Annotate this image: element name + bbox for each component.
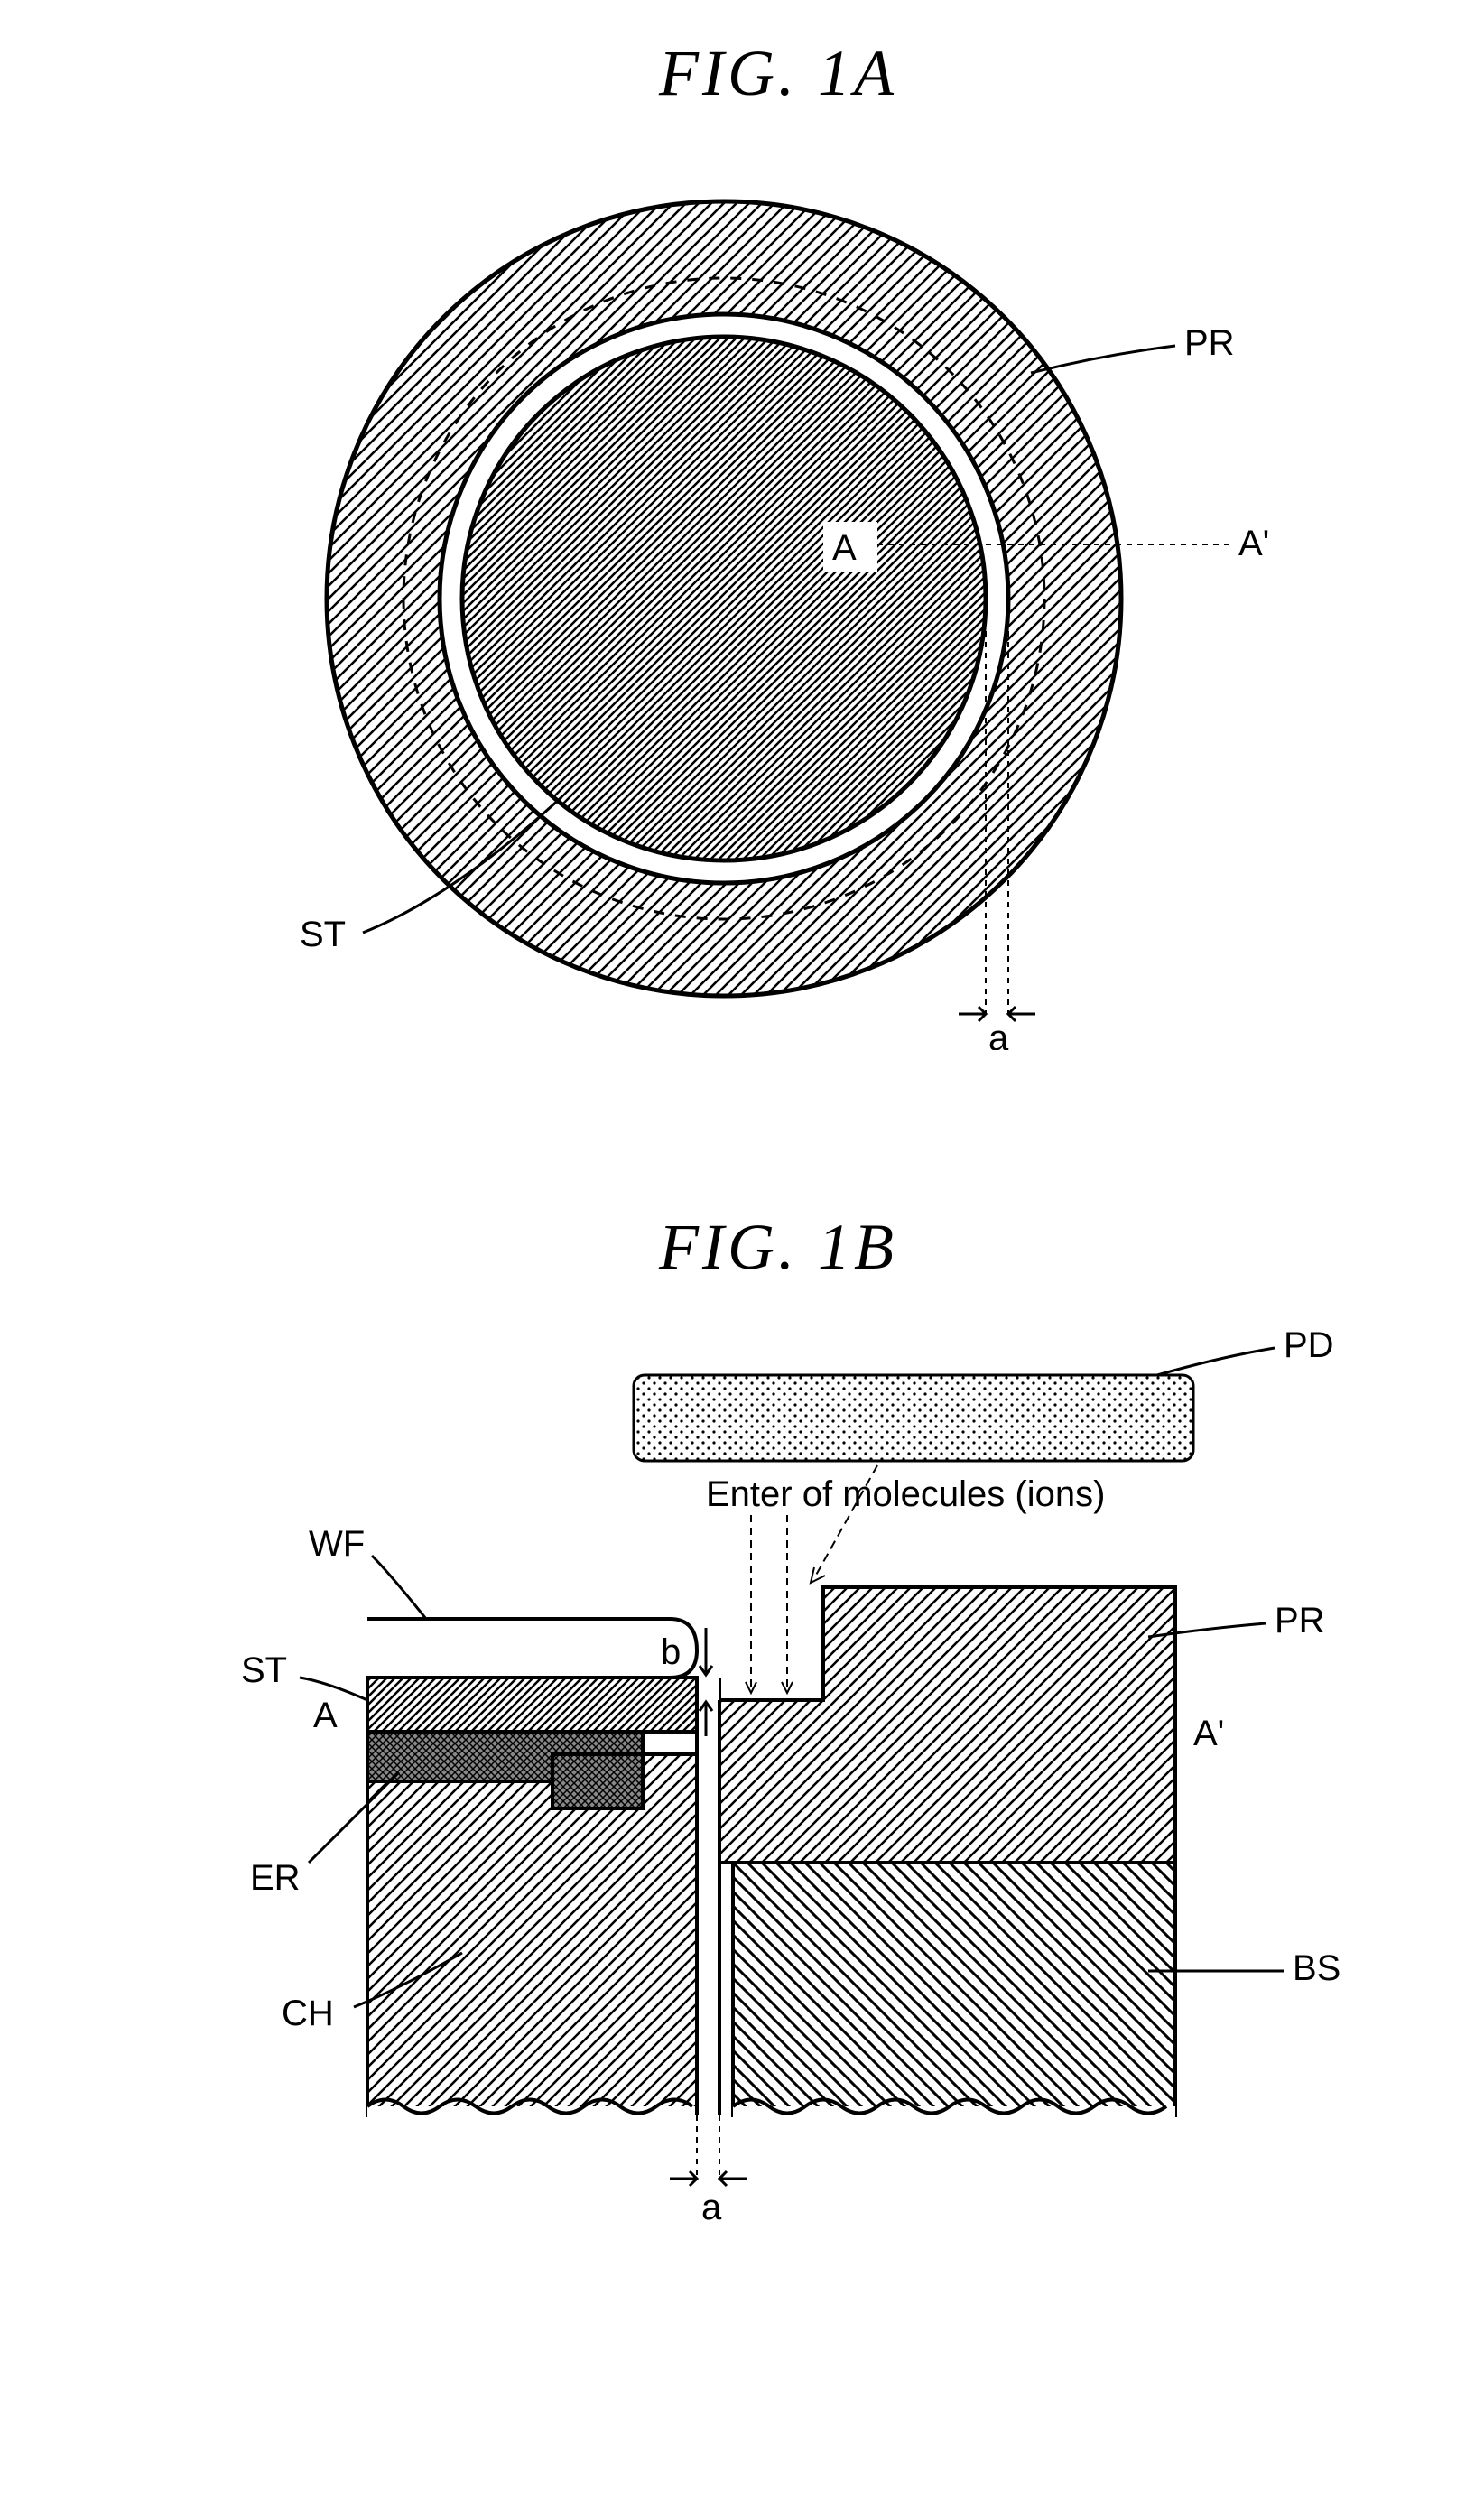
inner-disc-st [462,337,986,860]
leader-pr [1031,346,1175,373]
label-wf: WF [309,1524,365,1564]
leader-pd [1157,1348,1275,1375]
fig-b-svg: PD Enter of molecules (ions) [191,1321,1365,2224]
label-er: ER [250,1858,301,1898]
label-bs: BS [1293,1948,1340,1988]
label-a-dim: a [988,1018,1009,1050]
label-ch: CH [282,1994,334,2033]
label-st-b: ST [241,1650,287,1690]
label-a-prime-side: A' [1193,1714,1224,1753]
label-pd: PD [1284,1325,1334,1365]
dim-a-arrow-r [1008,1007,1035,1021]
gap-slot [697,1678,719,2120]
leader-wf [372,1556,426,1619]
label-a-prime: A' [1238,524,1269,563]
label-molecules: Enter of molecules (ions) [706,1474,1105,1514]
wf-block [367,1619,697,1678]
label-pr-b: PR [1275,1601,1325,1641]
label-st: ST [300,915,346,954]
label-a-side: A [313,1696,338,1735]
st-block [367,1678,697,1732]
label-pr: PR [1184,323,1235,363]
pd-bar [634,1375,1193,1461]
dim-a-arrow-l [959,1007,986,1021]
figure-1a: FIG. 1A A [36,36,1484,1029]
fig-a-svg: A PR A' ST a [237,147,1320,1050]
bs-block [733,1863,1175,2115]
fig-b-title: FIG. 1B [36,1210,1484,1285]
fig-a-title: FIG. 1A [36,36,1484,111]
label-a-dim-b: a [701,2188,722,2224]
label-b: b [661,1632,681,1672]
ch-block [367,1754,697,2115]
label-a: A [832,528,857,568]
figure-1b: FIG. 1B [36,1210,1484,2203]
